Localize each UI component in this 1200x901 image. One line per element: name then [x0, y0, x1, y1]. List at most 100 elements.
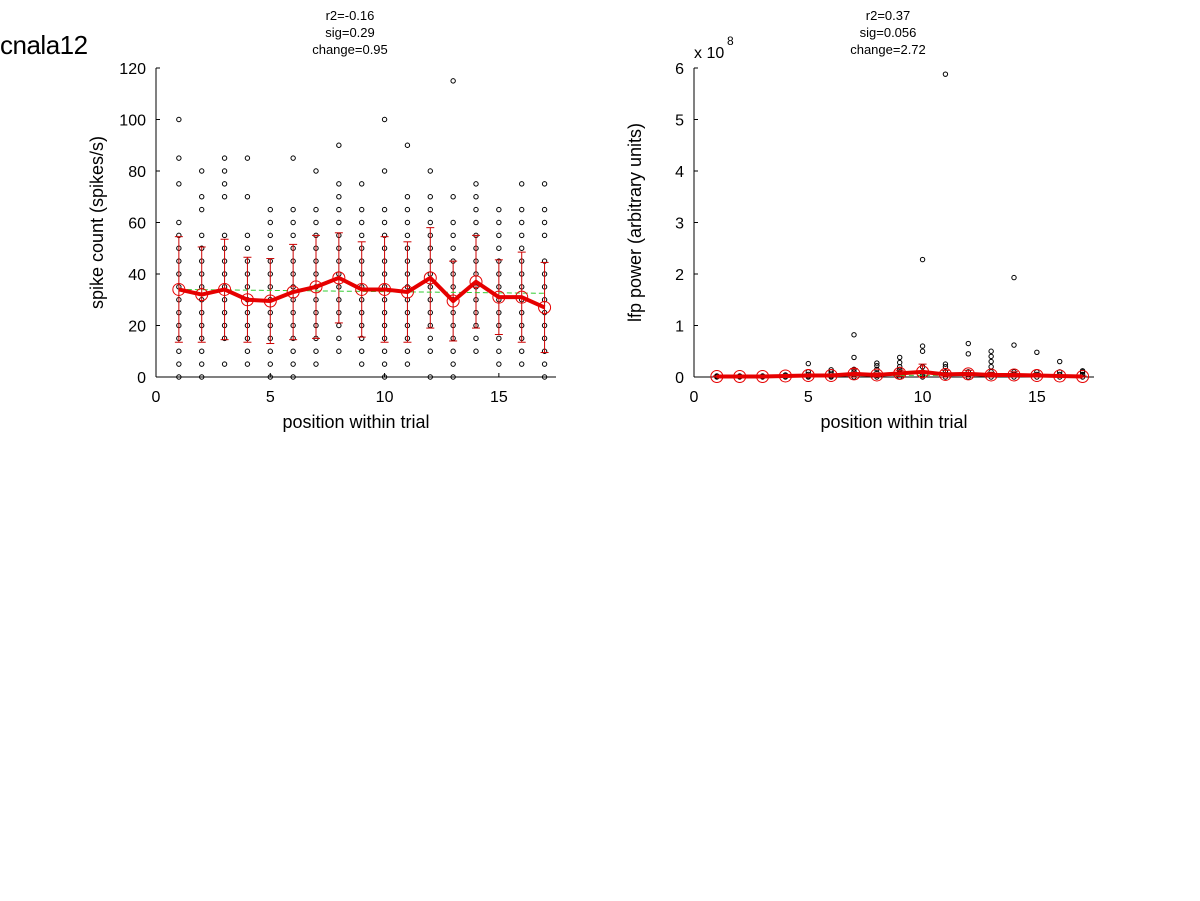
- data-point: [221, 361, 228, 367]
- data-point: [336, 322, 342, 329]
- data-point: [851, 332, 857, 338]
- mean-marker: [446, 294, 460, 308]
- y-tick-label: 100: [119, 113, 146, 130]
- data-point: [313, 206, 319, 213]
- fit-line: [178, 288, 545, 294]
- y-exponent-power: 8: [727, 34, 734, 48]
- mean-line: [178, 275, 546, 310]
- spike-count-panel: r2=-0.16 sig=0.29 change=0.95 0 5 10 15 0 20 40 60…: [87, 8, 556, 432]
- data-point: [919, 343, 926, 349]
- data-point: [244, 232, 251, 239]
- y-axis-label: lfp power (arbitrary units): [625, 123, 645, 322]
- mean-line: [716, 369, 1083, 379]
- mean-marker: [332, 271, 346, 285]
- data-point: [244, 155, 251, 161]
- x-axis-label: position within trial: [820, 412, 967, 432]
- mean-marker: [1030, 368, 1044, 382]
- x-tick-label: 10: [376, 389, 394, 406]
- data-point: [541, 219, 548, 226]
- data-point: [381, 374, 388, 380]
- data-point: [176, 361, 182, 367]
- data-point: [427, 335, 433, 342]
- data-point: [496, 232, 502, 239]
- data-point: [199, 206, 205, 213]
- y-exponent-label: x 10: [694, 45, 724, 62]
- data-point: [874, 362, 880, 369]
- data-point: [496, 361, 502, 367]
- data-point: [199, 194, 205, 200]
- mean-marker: [492, 290, 506, 304]
- data-point: [176, 374, 182, 380]
- data-point: [221, 155, 228, 161]
- data-point: [313, 348, 319, 354]
- y-tick-label: 2: [675, 267, 684, 284]
- mean-marker: [378, 282, 392, 296]
- data-point: [290, 206, 296, 213]
- chart-title-line: sig=0.29: [325, 25, 375, 40]
- data-point: [988, 353, 994, 360]
- data-point: [450, 78, 456, 84]
- data-point: [1011, 342, 1017, 348]
- data-point: [336, 194, 342, 200]
- data-point: [519, 348, 525, 354]
- data-point: [427, 194, 433, 200]
- data-point: [404, 219, 411, 226]
- data-point: [450, 348, 456, 354]
- data-point: [519, 181, 525, 187]
- data-point: [988, 364, 994, 370]
- data-point: [496, 348, 502, 354]
- x-tick-label: 10: [914, 389, 932, 406]
- data-point: [427, 219, 433, 226]
- chart-title-line: sig=0.056: [860, 25, 917, 40]
- data-point: [290, 219, 296, 226]
- y-tick-label: 4: [675, 164, 684, 181]
- data-point: [519, 219, 525, 226]
- data-point: [336, 219, 342, 226]
- data-point: [805, 360, 811, 367]
- data-point: [473, 335, 479, 342]
- data-point: [221, 181, 228, 187]
- data-point: [450, 374, 456, 380]
- data-point: [313, 168, 319, 174]
- data-point: [519, 361, 525, 367]
- data-point: [404, 142, 411, 148]
- data-point: [176, 181, 182, 187]
- data-point: [199, 361, 205, 367]
- data-point: [359, 181, 365, 187]
- y-tick-label: 80: [128, 164, 146, 181]
- data-point: [199, 168, 205, 174]
- data-point: [1011, 274, 1017, 281]
- data-point: [919, 348, 926, 354]
- data-point: [244, 245, 251, 251]
- data-point: [942, 361, 949, 367]
- data-point: [450, 232, 456, 239]
- y-tick-label: 0: [137, 370, 146, 387]
- data-point: [199, 374, 205, 380]
- y-tick-label: 120: [119, 61, 146, 78]
- mean-marker: [938, 367, 952, 381]
- data-point: [221, 232, 228, 239]
- data-point: [267, 219, 273, 226]
- data-point: [897, 359, 903, 366]
- data-point: [176, 219, 182, 226]
- data-point: [359, 206, 365, 213]
- data-point: [404, 361, 411, 367]
- data-point: [336, 335, 342, 342]
- mean-marker: [961, 367, 975, 381]
- mean-marker: [1053, 369, 1067, 383]
- y-tick-label: 40: [128, 267, 146, 284]
- data-point: [381, 219, 388, 226]
- mean-marker: [423, 271, 437, 285]
- y-tick-label: 3: [675, 216, 684, 233]
- data-point: [496, 206, 502, 213]
- data-point: [541, 361, 548, 367]
- data-point: [450, 361, 456, 367]
- data-point: [267, 361, 273, 367]
- data-point: [541, 206, 548, 213]
- data-point: [221, 168, 228, 174]
- mean-marker: [847, 367, 861, 381]
- data-point: [221, 194, 228, 200]
- data-point: [267, 374, 273, 380]
- mean-marker: [400, 285, 414, 299]
- mean-marker: [756, 369, 770, 383]
